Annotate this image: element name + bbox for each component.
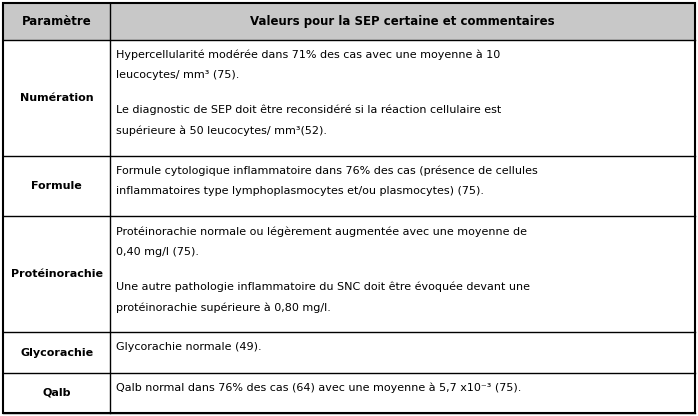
Bar: [3, 332, 695, 373]
Bar: [3, 40, 695, 156]
Text: Une autre pathologie inflammatoire du SNC doit être évoquée devant une: Une autre pathologie inflammatoire du SN…: [117, 282, 530, 292]
Text: Formule cytologique inflammatoire dans 76% des cas (présence de cellules: Formule cytologique inflammatoire dans 7…: [117, 166, 538, 176]
Text: Protéinorachie: Protéinorachie: [10, 270, 103, 280]
Text: Paramètre: Paramètre: [22, 15, 91, 28]
Text: Hypercellularité modérée dans 71% des cas avec une moyenne à 10: Hypercellularité modérée dans 71% des ca…: [117, 50, 500, 60]
Bar: [3, 156, 695, 216]
Bar: [3, 373, 695, 413]
Text: supérieure à 50 leucocytes/ mm³(52).: supérieure à 50 leucocytes/ mm³(52).: [117, 125, 327, 136]
Text: Numération: Numération: [20, 93, 94, 103]
Text: Qalb: Qalb: [43, 388, 71, 398]
Text: Qalb normal dans 76% des cas (64) avec une moyenne à 5,7 x10⁻³ (75).: Qalb normal dans 76% des cas (64) avec u…: [117, 383, 521, 393]
Bar: [3, 3, 695, 40]
Text: Le diagnostic de SEP doit être reconsidéré si la réaction cellulaire est: Le diagnostic de SEP doit être reconsidé…: [117, 105, 501, 115]
Text: inflammatoires type lymphoplasmocytes et/ou plasmocytes) (75).: inflammatoires type lymphoplasmocytes et…: [117, 186, 484, 196]
Text: leucocytes/ mm³ (75).: leucocytes/ mm³ (75).: [117, 70, 239, 80]
Text: protéinorachie supérieure à 0,80 mg/l.: protéinorachie supérieure à 0,80 mg/l.: [117, 302, 331, 312]
Text: Glycorachie normale (49).: Glycorachie normale (49).: [117, 342, 262, 352]
Text: Glycorachie: Glycorachie: [20, 347, 94, 358]
Text: Valeurs pour la SEP certaine et commentaires: Valeurs pour la SEP certaine et commenta…: [251, 15, 555, 28]
Text: 0,40 mg/l (75).: 0,40 mg/l (75).: [117, 247, 199, 257]
Text: Formule: Formule: [31, 181, 82, 191]
Text: Protéinorachie normale ou légèrement augmentée avec une moyenne de: Protéinorachie normale ou légèrement aug…: [117, 226, 527, 237]
Bar: [3, 216, 695, 332]
